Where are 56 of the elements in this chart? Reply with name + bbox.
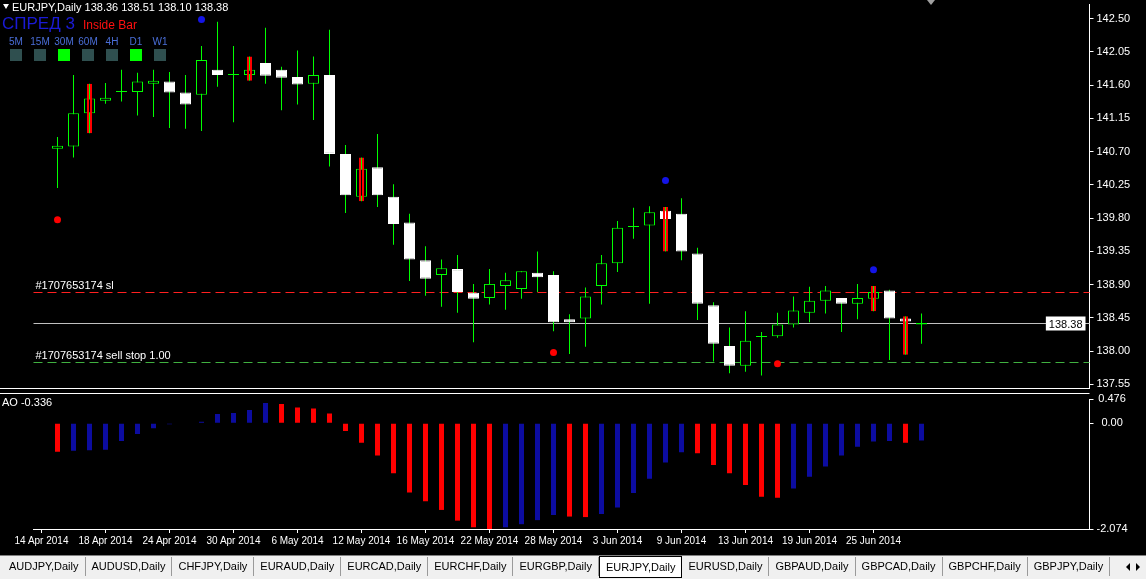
y-tick-label: 141.60 (1096, 78, 1131, 91)
y-tick-label: 0.00 (1101, 416, 1123, 429)
x-tick-label: 9 Jun 2014 (656, 534, 707, 546)
x-tick-label: 16 May 2014 (396, 534, 455, 546)
ref-line-label: #1707653174 sl (35, 278, 114, 291)
annotation: СПРЕД 3 (2, 14, 75, 34)
x-tick-label: 3 Jun 2014 (592, 534, 643, 546)
y-tick-label: 0.476 (1098, 392, 1126, 405)
y-tick-label: 142.05 (1096, 45, 1131, 58)
y-tick-label: 140.70 (1096, 144, 1131, 157)
text: AUDUSD,Daily (85, 557, 173, 576)
y-tick-label: 139.35 (1096, 244, 1131, 257)
ref-line-label: #1707653174 sell stop 1.00 (35, 348, 171, 361)
text: EURJPY,Daily (598, 556, 683, 578)
x-tick-label: 6 May 2014 (271, 534, 325, 546)
text: EURGBP,Daily (513, 557, 599, 576)
y-tick-label: 138.45 (1096, 310, 1131, 323)
x-tick-label: 19 Jun 2014 (781, 534, 838, 546)
x-tick-label: 12 May 2014 (332, 534, 391, 546)
x-tick-label: 22 May 2014 (460, 534, 519, 546)
x-tick-label: 14 Apr 2014 (14, 534, 69, 546)
annotation: 4H (105, 36, 119, 47)
x-tick-label: 18 Apr 2014 (78, 534, 133, 546)
text: GBPCHF,Daily (942, 557, 1028, 576)
annotation: W1 (152, 36, 168, 47)
y-tick-label: 139.80 (1096, 211, 1131, 224)
ref-line-label: 138.38 (1048, 317, 1083, 330)
text: 5M (9, 36, 23, 47)
text: EURAUD,Daily (254, 557, 342, 576)
text: EURUSD,Daily (682, 557, 770, 576)
text: EURCAD,Daily (341, 557, 429, 576)
y-tick-label: 137.55 (1096, 377, 1131, 390)
text: AUDJPY,Daily (3, 557, 86, 576)
chart-title: AO -0.336 (2, 396, 53, 408)
annotation: 30M (54, 36, 74, 47)
text: GBPCAD,Daily (855, 557, 943, 576)
annotation: Inside Bar (82, 18, 137, 32)
y-tick-label: 141.15 (1096, 111, 1131, 124)
text: GBPAUD,Daily (769, 557, 856, 576)
x-tick-label: 30 Apr 2014 (206, 534, 261, 546)
y-tick-label: 142.50 (1096, 11, 1131, 24)
text: GBPJPY,Daily (1027, 557, 1111, 576)
chart-title: EURJPY,Daily 138.36 138.51 138.10 138.38 (12, 1, 229, 13)
annotation: D1 (129, 36, 143, 47)
y-tick-label: 140.25 (1096, 177, 1131, 190)
x-tick-label: 25 Jun 2014 (845, 534, 902, 546)
x-tick-label: 28 May 2014 (524, 534, 583, 546)
x-tick-label: 24 Apr 2014 (142, 534, 197, 546)
annotation: 60M (78, 36, 98, 47)
x-tick-label: 13 Jun 2014 (717, 534, 774, 546)
y-tick-label: 138.90 (1096, 277, 1131, 290)
annotation: 15M (30, 36, 50, 47)
y-tick-label: -2.074 (1096, 522, 1128, 535)
text: EURCHF,Daily (428, 557, 514, 576)
y-tick-label: 138.00 (1096, 344, 1131, 357)
text: CHFJPY,Daily (172, 557, 255, 576)
